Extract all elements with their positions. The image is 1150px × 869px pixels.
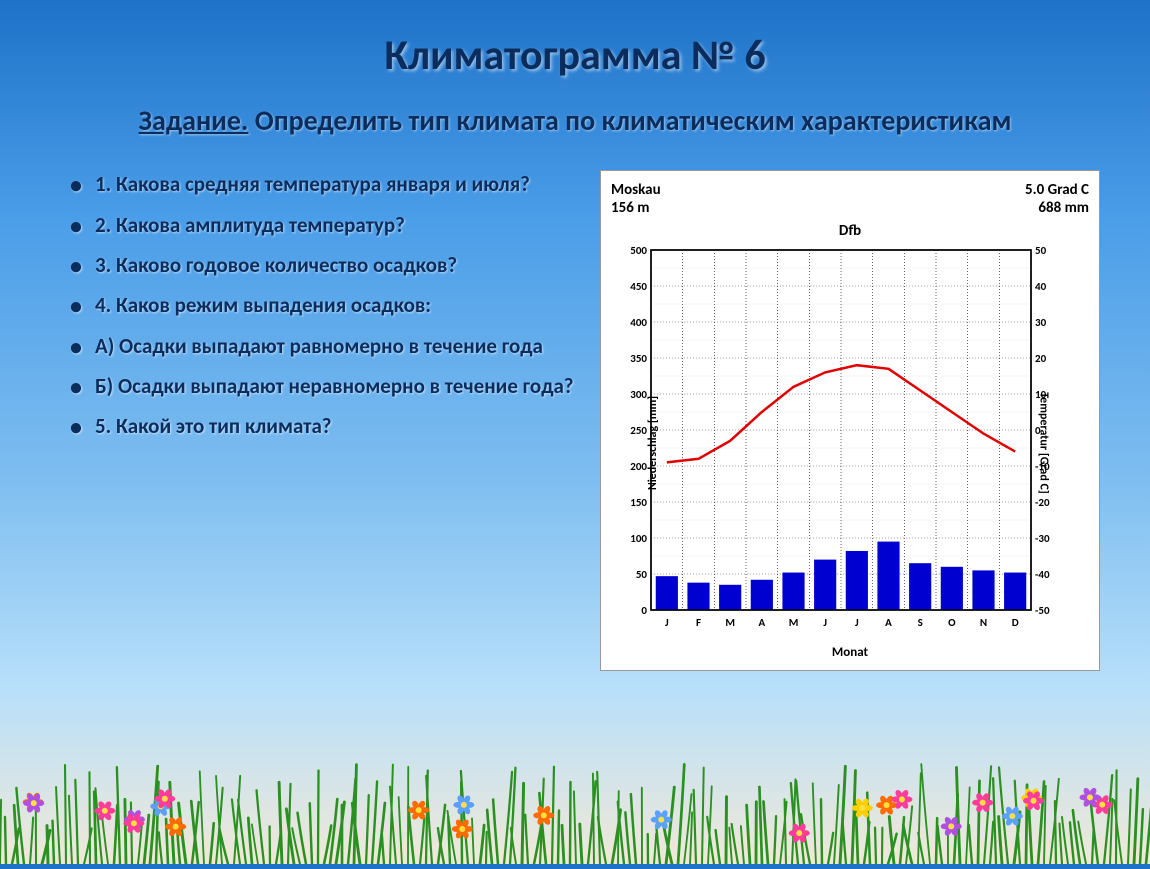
question-item: 3. Каково годовое количество осадков? (70, 251, 580, 279)
svg-text:D: D (1012, 616, 1019, 629)
svg-text:450: 450 (630, 280, 647, 293)
question-item: 5. Какой это тип климата? (70, 412, 580, 440)
x-axis-label: Monat (611, 645, 1089, 660)
svg-text:200: 200 (630, 460, 647, 473)
svg-text:20: 20 (1035, 352, 1047, 365)
svg-text:40: 40 (1035, 280, 1047, 293)
svg-text:M: M (789, 616, 799, 629)
svg-text:150: 150 (630, 496, 647, 509)
svg-text:350: 350 (630, 352, 647, 365)
subtitle-text: Определить тип климата по климатическим … (248, 103, 1011, 138)
chart-elevation: 156 m (611, 199, 661, 217)
svg-text:J: J (855, 616, 859, 629)
questions-list: 1. Какова средняя температура января и и… (50, 170, 580, 671)
task-label: Задание. (139, 103, 249, 138)
svg-text:-40: -40 (1035, 568, 1050, 581)
svg-text:30: 30 (1035, 316, 1047, 329)
question-item: 4. Каков режим выпадения осадков: (70, 291, 580, 319)
svg-text:M: M (725, 616, 735, 629)
slide-title: Климатограмма № 6 (50, 30, 1100, 81)
question-item: А) Осадки выпадают равномерно в течение … (70, 332, 580, 360)
chart-svg: 0-5050-40100-30150-20200-102500300103502… (611, 245, 1071, 635)
svg-text:A: A (885, 616, 892, 629)
svg-text:-20: -20 (1035, 496, 1050, 509)
svg-text:J: J (665, 616, 669, 629)
chart-location: Moskau (611, 181, 661, 199)
svg-text:S: S (918, 616, 923, 629)
svg-text:F: F (696, 616, 701, 629)
climate-chart: Moskau 156 m 5.0 Grad C 688 mm Dfb Niede… (600, 170, 1100, 671)
svg-text:250: 250 (630, 424, 647, 437)
svg-text:A: A (758, 616, 765, 629)
svg-text:N: N (980, 616, 987, 629)
chart-avg-temp: 5.0 Grad C (1025, 181, 1089, 199)
question-item: Б) Осадки выпадают неравномерно в течени… (70, 372, 580, 400)
svg-text:O: O (948, 616, 956, 629)
temp-axis-label: Temperatur [Grad C] (1036, 392, 1050, 493)
slide-subtitle: Задание. Определить тип климата по клима… (50, 101, 1100, 140)
svg-text:100: 100 (630, 532, 647, 545)
svg-text:-50: -50 (1035, 604, 1050, 617)
svg-text:300: 300 (630, 388, 647, 401)
chart-annual-precip: 688 mm (1025, 199, 1089, 217)
svg-text:50: 50 (1035, 245, 1047, 257)
svg-text:-30: -30 (1035, 532, 1050, 545)
svg-text:0: 0 (641, 604, 647, 617)
svg-text:J: J (823, 616, 827, 629)
precip-axis-label: Niederschlag [mm] (646, 396, 660, 490)
chart-classification: Dfb (611, 222, 1089, 240)
svg-text:50: 50 (636, 568, 648, 581)
svg-text:500: 500 (630, 245, 647, 257)
svg-text:400: 400 (630, 316, 647, 329)
question-item: 2. Какова амплитуда температур? (70, 211, 580, 239)
question-item: 1. Какова средняя температура января и и… (70, 170, 580, 198)
